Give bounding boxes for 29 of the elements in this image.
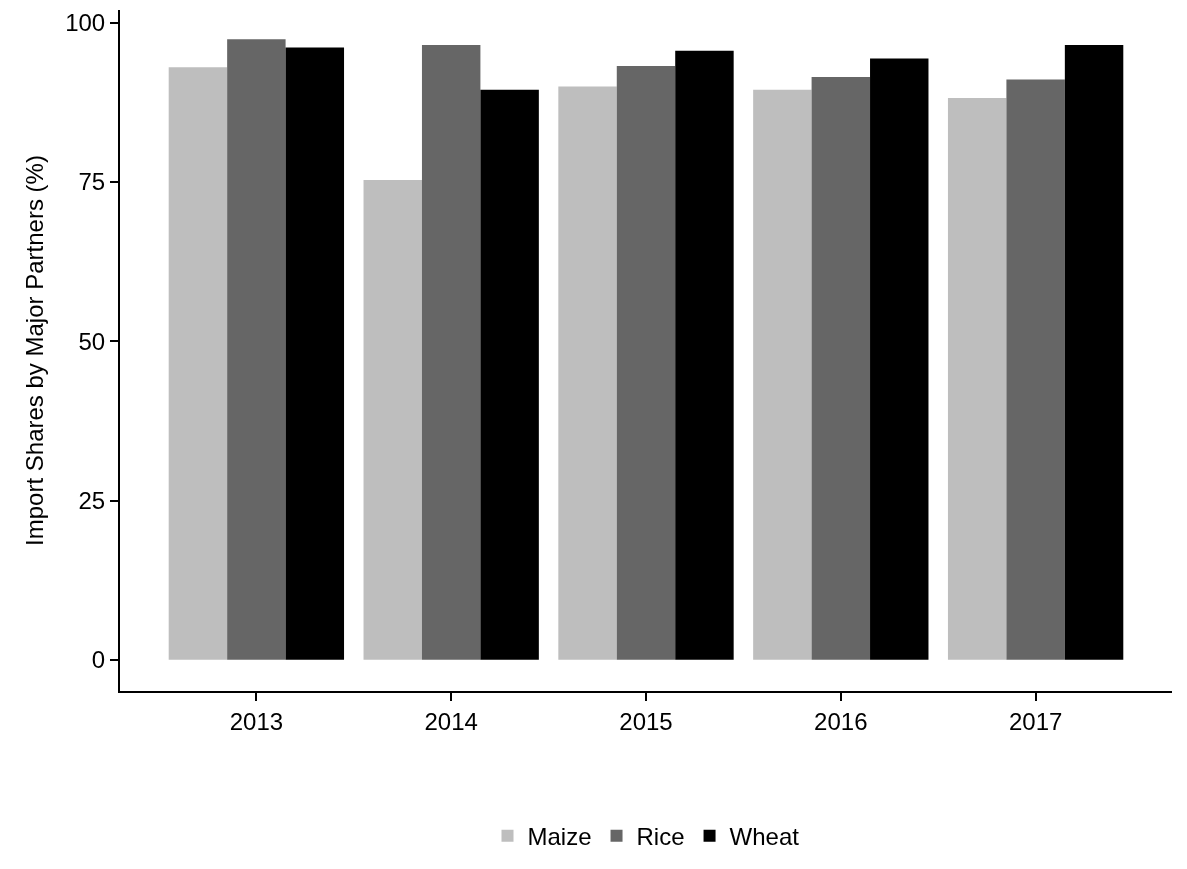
x-tick-label: 2017 <box>1008 707 1063 735</box>
bar <box>558 86 617 660</box>
bar <box>363 180 422 660</box>
legend-label: Wheat <box>729 823 800 851</box>
bar <box>421 45 481 660</box>
bar <box>870 58 929 660</box>
y-tick-label: 50 <box>78 327 106 355</box>
y-tick-label: 75 <box>78 168 106 196</box>
bar <box>811 76 871 660</box>
legend-label: Rice <box>636 823 685 851</box>
bar <box>1064 45 1124 660</box>
bar <box>1006 79 1065 660</box>
bar <box>227 39 286 660</box>
y-tick-label: 0 <box>91 646 106 674</box>
y-tick-label: 25 <box>78 486 106 514</box>
legend-label: Maize <box>527 823 592 851</box>
bar <box>616 66 676 660</box>
x-tick-label: 2013 <box>229 707 284 735</box>
x-tick-label: 2016 <box>814 707 868 735</box>
bar <box>947 97 1007 660</box>
x-tick-label: 2015 <box>619 707 673 735</box>
y-tick-label: 100 <box>65 9 106 37</box>
bar <box>675 50 734 660</box>
bar <box>285 47 345 660</box>
x-tick-label: 2014 <box>424 707 478 735</box>
bar <box>480 89 539 660</box>
bar <box>753 89 812 660</box>
bar <box>168 67 228 660</box>
y-axis-title: Import Shares by Major Partners (%) <box>20 155 48 546</box>
